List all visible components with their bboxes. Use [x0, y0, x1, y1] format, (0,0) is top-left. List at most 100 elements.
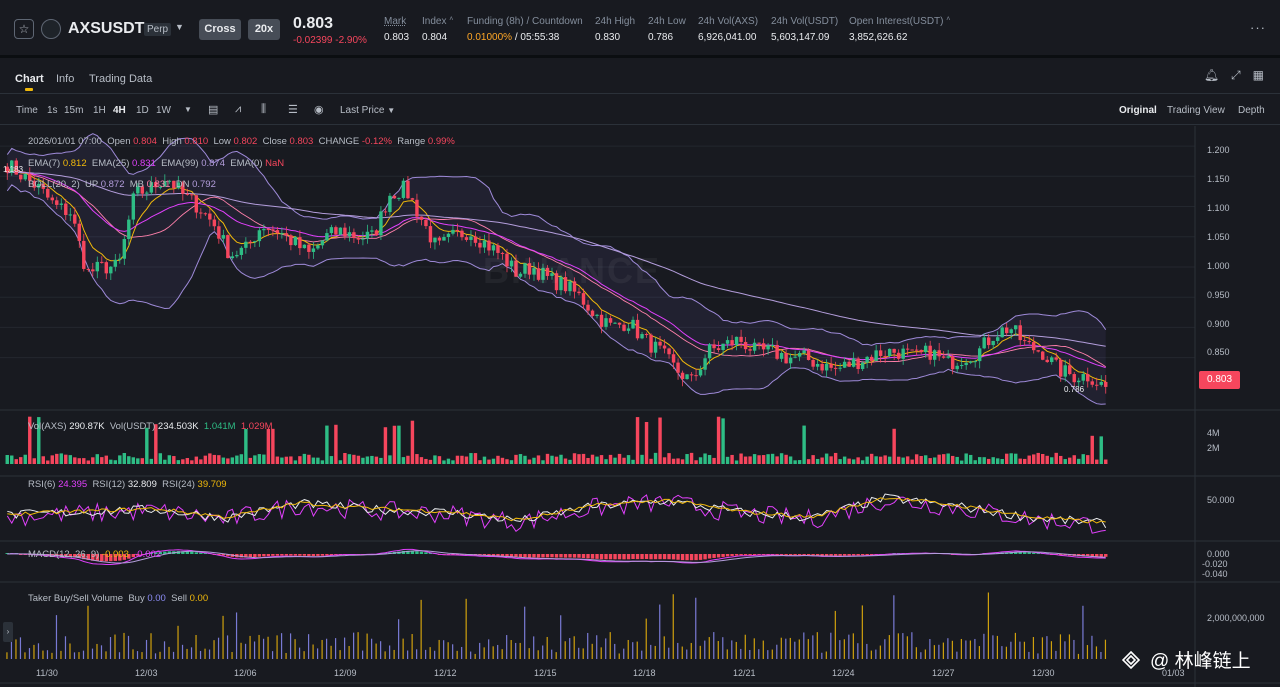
macd-histogram-bar — [316, 554, 320, 556]
taker-volume-bar — [749, 649, 751, 659]
volume-bar — [55, 453, 59, 464]
rsi-axis-label: 50.000 — [1207, 495, 1235, 505]
taker-volume-bar — [488, 639, 490, 659]
interval-1s[interactable]: 1s — [47, 105, 58, 116]
taker-volume-bar — [222, 615, 224, 659]
taker-volume-bar — [983, 633, 985, 659]
candle-body — [415, 199, 419, 217]
interval-15m[interactable]: 15m — [64, 105, 84, 116]
candle-body — [604, 318, 608, 327]
taker-volume-bar — [857, 643, 859, 659]
candle-type-icon[interactable]: ⫼ — [261, 103, 267, 115]
volume-bar — [568, 459, 572, 464]
candle-body — [1077, 380, 1081, 383]
volume-bar — [860, 460, 865, 464]
macd-histogram-bar — [847, 554, 851, 556]
leverage-button[interactable]: 20x — [248, 19, 280, 40]
taker-volume-bar — [181, 644, 184, 659]
taker-volume-bar — [271, 651, 274, 659]
volume-bar — [626, 455, 631, 464]
tab-trading-data[interactable]: Trading Data — [89, 73, 153, 85]
symbol-selector[interactable]: AXSUSDT — [68, 20, 145, 37]
macd-histogram-bar — [820, 554, 824, 556]
macd-histogram-bar — [649, 554, 653, 560]
candle-body — [145, 192, 149, 194]
calendar-icon[interactable]: ▤ — [208, 104, 219, 116]
volume-bar — [64, 454, 68, 464]
taker-volume-bar — [1104, 639, 1107, 659]
view-original[interactable]: Original — [1119, 105, 1157, 116]
taker-volume-bar — [105, 651, 107, 659]
candle-body — [271, 229, 275, 231]
margin-mode-button[interactable]: Cross — [199, 19, 241, 40]
candle-body — [55, 200, 59, 205]
indicator-chart-icon[interactable]: ⩘ — [235, 103, 242, 115]
view-depth[interactable]: Depth — [1238, 105, 1265, 116]
price-type-selector[interactable]: Last Price ▼ — [340, 105, 396, 116]
candle-body — [622, 324, 626, 331]
volume-bar — [496, 455, 500, 464]
more-options-icon[interactable]: ··· — [1250, 20, 1266, 35]
clock-icon[interactable]: ◉ — [314, 104, 324, 116]
favorite-star-icon[interactable]: ☆ — [14, 19, 34, 39]
side-panel-toggle-icon[interactable]: › — [3, 622, 13, 642]
taker-volume-bar — [636, 641, 638, 659]
macd-histogram-bar — [86, 554, 90, 561]
macd-histogram-bar — [104, 554, 109, 562]
candlestick-chart[interactable] — [0, 126, 1280, 687]
candle-body — [824, 363, 829, 371]
more-intervals-caret-icon[interactable]: ▼ — [184, 105, 192, 114]
candle-body — [955, 365, 959, 370]
taker-volume-bar — [758, 649, 760, 659]
macd-histogram-bar — [293, 554, 298, 556]
volume-bar — [824, 453, 829, 464]
macd-histogram-bar — [118, 554, 122, 561]
volume-bar — [1050, 457, 1054, 464]
candle-body — [779, 353, 784, 359]
tab-info[interactable]: Info — [56, 73, 75, 85]
volume-bar — [68, 455, 72, 464]
date-axis-label: 12/30 — [1032, 668, 1055, 678]
interval-time[interactable]: Time — [16, 105, 38, 116]
taker-volume-bar — [744, 634, 746, 659]
candle-body — [874, 350, 878, 361]
chevron-down-icon[interactable]: ▼ — [175, 22, 184, 32]
volume-bar — [1095, 459, 1099, 464]
macd-histogram-bar — [127, 554, 131, 559]
volume-bar — [545, 453, 550, 464]
view-trading-view[interactable]: Trading View — [1167, 105, 1225, 116]
bell-icon[interactable]: 🔔︎ — [1203, 68, 1220, 82]
volume-bar — [473, 453, 478, 464]
taker-volume-bar — [497, 644, 499, 659]
macd-histogram-bar — [334, 554, 338, 555]
volume-bar — [50, 455, 54, 464]
interval-4h[interactable]: 4H — [113, 105, 126, 116]
taker-volume-bar — [1068, 634, 1071, 659]
taker-volume-bar — [438, 639, 440, 659]
taker-volume-bar — [582, 648, 584, 659]
taker-volume-bar — [537, 650, 539, 659]
taker-volume-bar — [753, 638, 755, 659]
settings-sliders-icon[interactable]: ☰ — [288, 104, 298, 116]
candle-body — [766, 345, 770, 350]
macd-histogram-bar — [194, 552, 199, 554]
tab-chart[interactable]: Chart — [15, 73, 44, 85]
taker-volume-bar — [46, 650, 49, 659]
taker-volume-bar — [330, 645, 332, 659]
candle-body — [838, 367, 842, 369]
expand-icon[interactable]: ⤢ — [1231, 68, 1241, 82]
interval-1d[interactable]: 1D — [136, 105, 149, 116]
interval-1h[interactable]: 1H — [93, 105, 106, 116]
grid-layout-icon[interactable]: ▦ — [1252, 68, 1264, 82]
candle-body — [1072, 374, 1076, 383]
volume-bar — [752, 454, 757, 464]
period-high-marker: 1.183 — [3, 165, 24, 174]
volume-bar — [343, 453, 347, 464]
taker-volume-bar — [524, 606, 526, 659]
macd-axis-label: -0.040 — [1202, 569, 1228, 579]
volume-bar — [23, 454, 27, 464]
volume-bar — [1054, 452, 1058, 464]
interval-1w[interactable]: 1W — [156, 105, 171, 116]
taker-volume-bar — [258, 634, 260, 659]
candle-body — [599, 314, 604, 327]
